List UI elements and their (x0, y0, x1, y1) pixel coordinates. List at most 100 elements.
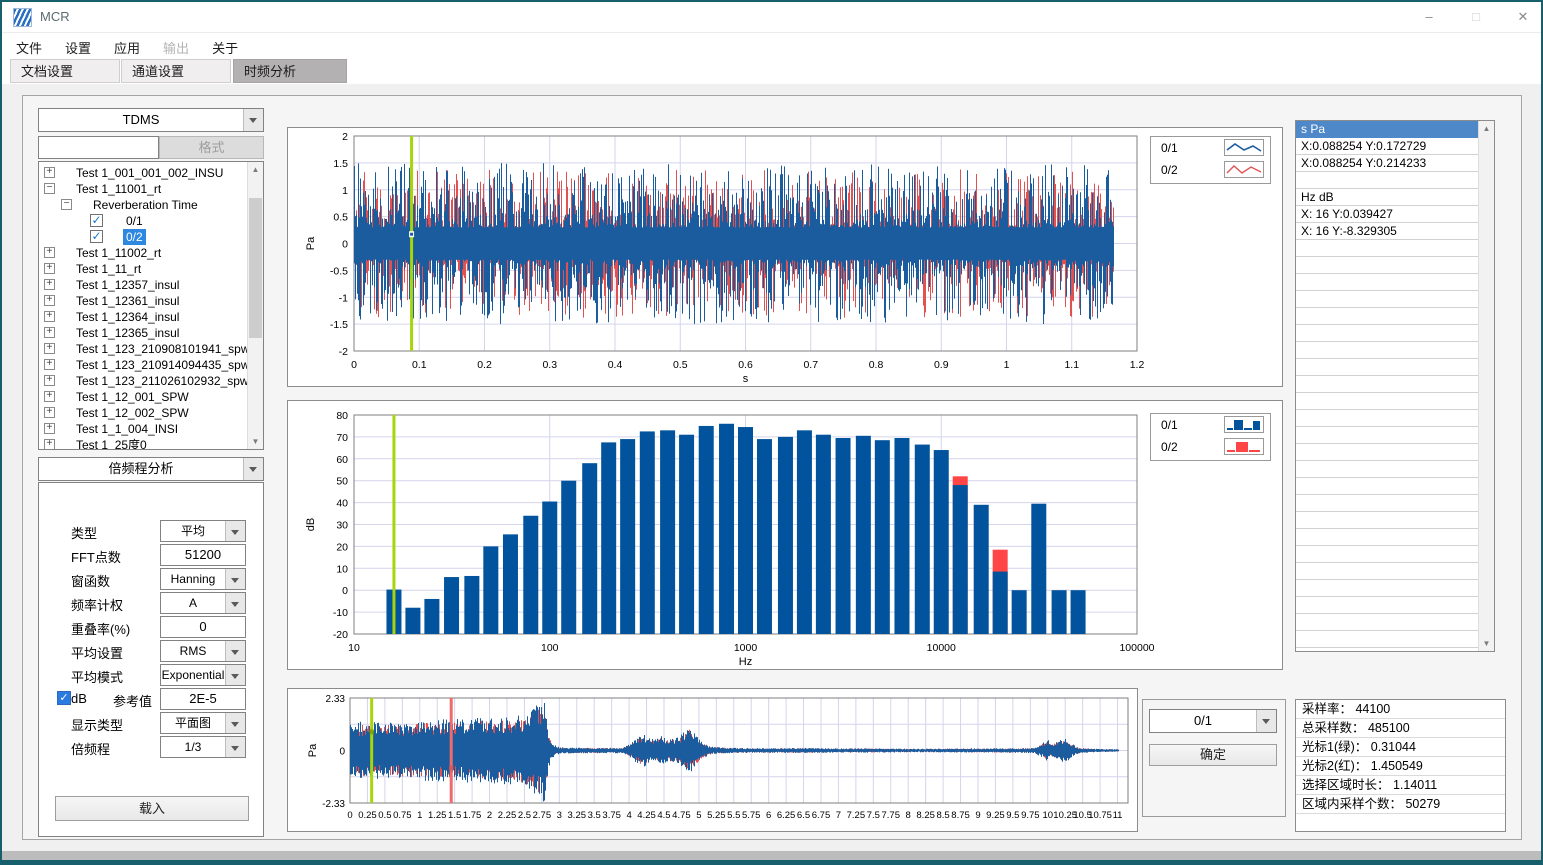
tree-item[interactable]: + Test 1_25度0 (39, 437, 244, 450)
minimize-button[interactable]: – (1425, 9, 1433, 24)
octave-bar-ch1[interactable] (502, 534, 518, 634)
octave-spectrum-chart[interactable]: -20 -10 0 10 20 30 40 50 60 70 80 10 100 1000 10000 100… (288, 401, 1282, 669)
octave-bar-ch1[interactable] (756, 439, 772, 634)
octave-bar-ch1[interactable] (894, 437, 910, 634)
tree-item[interactable]: + Test 1_123_210908101941_spw (39, 341, 249, 357)
octave-bar-ch1[interactable] (444, 577, 460, 634)
tree-item-label[interactable]: 0/2 (123, 229, 146, 245)
tree-item[interactable]: + Test 1_12361_insul (39, 293, 244, 309)
chevron-down-icon[interactable] (225, 593, 245, 613)
tree-item[interactable]: + Test 1_12364_insul (39, 309, 244, 325)
tree-item[interactable]: + Test 1_12_001_SPW (39, 389, 244, 405)
tree-expander-icon[interactable]: + (44, 375, 55, 386)
scrollbar-thumb[interactable] (249, 198, 262, 338)
tree-scrollbar[interactable]: ▲ ▼ (247, 162, 263, 449)
type-select[interactable]: 平均 (160, 520, 246, 542)
octave-bar-ch1[interactable] (738, 427, 753, 634)
tree-item[interactable]: + Test 1_123_211026102932_spw (39, 373, 249, 389)
tree-item[interactable]: − Reverberation Time (39, 197, 244, 213)
menu-file[interactable]: 文件 (16, 41, 43, 56)
titlebar[interactable]: MCR – □ ✕ (2, 2, 1541, 32)
octave-bar-ch1[interactable] (952, 485, 968, 634)
scroll-down-icon[interactable]: ▼ (1479, 636, 1494, 651)
tree-item-label[interactable]: Test 1_12357_insul (76, 278, 180, 292)
tree-item-label[interactable]: Test 1_12361_insul (76, 294, 180, 308)
tree-expander-icon[interactable]: − (61, 199, 72, 210)
tree-item-label[interactable]: Test 1_12364_insul (76, 310, 180, 324)
menu-output[interactable]: 输出 (163, 41, 190, 56)
octave-bar-ch1[interactable] (523, 515, 539, 634)
load-button[interactable]: 载入 (55, 796, 249, 821)
scroll-down-icon[interactable]: ▼ (248, 434, 263, 449)
readout-scrollbar[interactable]: ▲ ▼ (1478, 121, 1494, 651)
octave-bar-ch1[interactable] (601, 442, 617, 634)
octave-bar-ch1[interactable] (542, 501, 558, 634)
octave-bar-ch1[interactable] (933, 450, 949, 634)
tree-expander-icon[interactable]: + (44, 407, 55, 418)
octave-bar-ch1[interactable] (1051, 590, 1067, 634)
tree-item-label[interactable]: Test 1_001_001_002_INSU (76, 166, 224, 180)
tree-item-label[interactable]: Test 1_11001_rt (76, 182, 162, 196)
tree-item[interactable]: + Test 1_123_210914094435_spw (39, 357, 249, 373)
frequency-weighting-select[interactable]: A (160, 592, 246, 614)
tree-item[interactable]: + Test 1_11002_rt (39, 245, 244, 261)
tree-item-label[interactable]: Test 1_1_004_INSI (76, 422, 179, 436)
octave-bar-ch1[interactable] (914, 444, 930, 634)
octave-bar-ch1[interactable] (424, 598, 440, 634)
tree-expander-icon[interactable]: + (44, 295, 55, 306)
chevron-down-icon[interactable] (225, 521, 245, 541)
tree-item-label[interactable]: Test 1_12_001_SPW (76, 390, 189, 404)
tree-item-label[interactable]: Test 1_25度0 (76, 438, 147, 450)
octave-bar-ch1[interactable] (777, 436, 793, 634)
tree-expander-icon[interactable]: + (44, 343, 55, 354)
fft-points-input[interactable]: 51200 (160, 544, 246, 566)
octave-bar-ch1[interactable] (796, 430, 812, 634)
tree-item[interactable]: + Test 1_001_001_002_INSU (39, 165, 244, 181)
confirm-button[interactable]: 确定 (1149, 744, 1277, 766)
window-function-select[interactable]: Hanning (160, 568, 246, 590)
format-button[interactable]: 格式 (159, 136, 264, 159)
octave-bar-ch1[interactable] (855, 435, 871, 634)
tree-item-label[interactable]: Reverberation Time (93, 198, 198, 212)
octave-bar-ch1[interactable] (698, 425, 714, 634)
cursor-handle[interactable] (369, 729, 374, 735)
overlap-input[interactable]: 0 (160, 616, 246, 638)
tab-document-settings[interactable]: 文档设置 (10, 59, 120, 83)
db-checkbox[interactable]: ✓ (57, 691, 71, 705)
tree-expander-icon[interactable]: + (44, 327, 55, 338)
file-tree[interactable]: + Test 1_001_001_002_INSU − Test 1_11001_rt… (38, 161, 264, 450)
menu-settings[interactable]: 设置 (65, 41, 92, 56)
tree-item-label[interactable]: Test 1_123_210914094435_spw (76, 358, 250, 372)
chevron-down-icon[interactable] (225, 737, 245, 757)
tree-expander-icon[interactable]: + (44, 423, 55, 434)
octave-bar-ch1[interactable] (561, 480, 577, 634)
tree-item-label[interactable]: Test 1_12365_insul (76, 326, 180, 340)
scroll-up-icon[interactable]: ▲ (248, 162, 263, 177)
tree-expander-icon[interactable]: + (44, 167, 55, 178)
tree-item-label[interactable]: Test 1_123_210908101941_spw (76, 342, 250, 356)
chevron-down-icon[interactable] (243, 109, 263, 131)
tree-item[interactable]: + Test 1_12357_insul (39, 277, 244, 293)
tree-item[interactable]: + Test 1_12365_insul (39, 325, 244, 341)
octave-bar-ch1[interactable] (405, 607, 421, 634)
tree-item[interactable]: + Test 1_11_rt (39, 261, 244, 277)
scroll-up-icon[interactable]: ▲ (1479, 121, 1494, 136)
octave-bar-ch1[interactable] (1070, 590, 1086, 634)
octave-select[interactable]: 1/3 (160, 736, 246, 758)
menu-about[interactable]: 关于 (212, 41, 239, 56)
file-format-select[interactable]: TDMS (38, 108, 264, 132)
menu-apply[interactable]: 应用 (114, 41, 141, 56)
chevron-down-icon[interactable] (225, 569, 245, 589)
chevron-down-icon[interactable] (225, 713, 245, 733)
tree-item-label[interactable]: Test 1_11_rt (76, 262, 142, 276)
tree-item[interactable]: ✓ 0/2 (39, 229, 244, 245)
octave-bar-ch1[interactable] (992, 571, 1008, 634)
octave-bar-ch1[interactable] (815, 434, 831, 634)
average-mode-select[interactable]: Exponential (160, 664, 246, 686)
tree-item[interactable]: + Test 1_1_004_INSI (39, 421, 244, 437)
overview-waveform-chart[interactable]: 2.330-2.330 0.25 0.5 0.75 1 1.25 1.5 1.75 2 2.25 2… (288, 689, 1137, 831)
octave-bar-ch1[interactable] (639, 431, 655, 634)
chevron-down-icon[interactable] (1256, 710, 1276, 732)
tree-expander-icon[interactable]: + (44, 263, 55, 274)
octave-bar-ch1[interactable] (679, 434, 695, 634)
